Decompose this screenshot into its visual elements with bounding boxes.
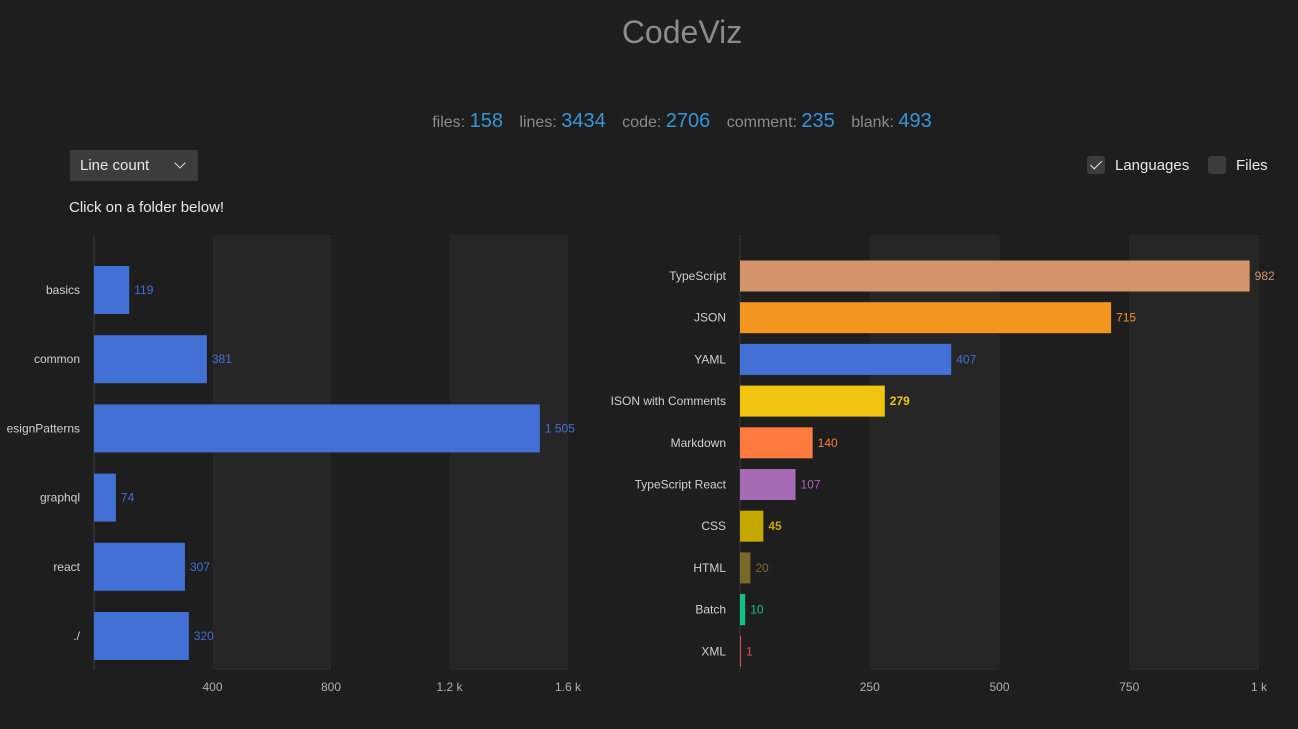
- category-label[interactable]: common: [34, 352, 80, 366]
- bar[interactable]: [94, 542, 185, 591]
- x-tick-label: 1 k: [1251, 680, 1268, 694]
- bar-value-label: 10: [750, 603, 764, 617]
- x-tick-label: 400: [202, 680, 222, 694]
- x-tick-label: 250: [860, 680, 880, 694]
- stat-code: code: 2706: [622, 110, 710, 132]
- category-label[interactable]: ./: [73, 629, 80, 643]
- bar-value-label: 279: [890, 394, 910, 408]
- page-title: CodeViz: [621, 14, 743, 50]
- bar[interactable]: [94, 473, 116, 522]
- stat-value: 3434: [561, 110, 606, 132]
- bar-value-label: 715: [1116, 311, 1136, 325]
- category-label: ISON with Comments: [611, 394, 726, 408]
- check-icon: [1087, 156, 1105, 174]
- bar: [740, 260, 1250, 292]
- files-label: Files: [1236, 156, 1268, 174]
- bar: [740, 343, 952, 375]
- metric-select[interactable]: Line count: [70, 150, 198, 181]
- bar-value-label: 381: [212, 352, 232, 366]
- metric-select-value: Line count: [80, 157, 150, 174]
- bar-value-label: 45: [768, 519, 782, 533]
- category-label: HTML: [693, 561, 726, 575]
- hint-text: Click on a folder below!: [69, 199, 225, 216]
- bar-value-label: 119: [134, 283, 153, 297]
- bar-value-label: 20: [755, 561, 769, 575]
- category-label: TypeScript: [669, 269, 726, 283]
- bar: [740, 385, 885, 417]
- bar[interactable]: [94, 404, 540, 453]
- category-label: TypeScript React: [635, 478, 727, 492]
- bar-value-label: 407: [956, 352, 976, 366]
- category-label: Markdown: [671, 436, 726, 450]
- stat-label: files:: [432, 114, 466, 131]
- x-tick-label: 1.2 k: [436, 680, 463, 694]
- category-label[interactable]: graphql: [40, 491, 80, 505]
- bar: [740, 594, 746, 626]
- languages-checkbox[interactable]: Languages: [1087, 156, 1189, 174]
- bar[interactable]: [94, 612, 189, 660]
- category-label: YAML: [694, 352, 726, 366]
- stat-label: code:: [622, 114, 662, 131]
- bar-value-label: 982: [1255, 269, 1275, 283]
- bar: [740, 552, 751, 584]
- bar-value-label: 140: [818, 436, 838, 450]
- checkbox-box: [1208, 156, 1226, 174]
- bar: [740, 427, 813, 459]
- stats-bar: files: 158 lines: 3434 code: 2706 commen…: [0, 110, 1298, 133]
- grid-band: [449, 235, 568, 670]
- x-tick-label: 750: [1119, 680, 1139, 694]
- grid-band: [212, 235, 331, 670]
- x-tick-label: 1.6 k: [555, 680, 582, 694]
- stat-value: 158: [469, 110, 503, 132]
- bar[interactable]: [94, 335, 207, 384]
- bar-value-label: 107: [801, 478, 821, 492]
- category-label: Batch: [695, 603, 726, 617]
- stat-blank: blank: 493: [851, 110, 932, 132]
- bar: [740, 469, 796, 500]
- bar-value-label: 320: [194, 629, 214, 643]
- grid-band: [1129, 235, 1259, 670]
- bar[interactable]: [94, 266, 130, 314]
- category-label: JSON: [694, 311, 726, 325]
- category-label[interactable]: react: [53, 560, 80, 574]
- languages-label: Languages: [1115, 156, 1190, 174]
- stat-value: 2706: [665, 110, 711, 132]
- bar-value-label: 74: [121, 491, 135, 505]
- stat-comment: comment: 235: [726, 110, 835, 132]
- bar-value-label: 1 505: [545, 421, 575, 435]
- category-label: XML: [701, 644, 726, 658]
- stat-value: 493: [898, 110, 932, 132]
- stat-files: files: 158: [432, 110, 503, 132]
- files-checkbox[interactable]: Files: [1208, 156, 1268, 174]
- grid-band: [869, 235, 1000, 670]
- stat-label: comment:: [726, 114, 797, 131]
- stat-lines: lines: 3434: [519, 110, 605, 132]
- stat-value: 235: [801, 110, 835, 132]
- category-label: CSS: [701, 519, 726, 533]
- stat-label: blank:: [851, 114, 894, 131]
- bar: [740, 302, 1112, 334]
- x-tick-label: 800: [321, 680, 341, 694]
- x-tick-label: 500: [989, 680, 1009, 694]
- bar: [740, 510, 764, 542]
- category-label[interactable]: esignPatterns: [7, 421, 80, 435]
- bar-value-label: 1: [746, 644, 753, 658]
- category-label[interactable]: basics: [46, 283, 80, 297]
- bar: [740, 635, 741, 667]
- bar-value-label: 307: [190, 560, 210, 574]
- stat-label: lines:: [519, 114, 557, 131]
